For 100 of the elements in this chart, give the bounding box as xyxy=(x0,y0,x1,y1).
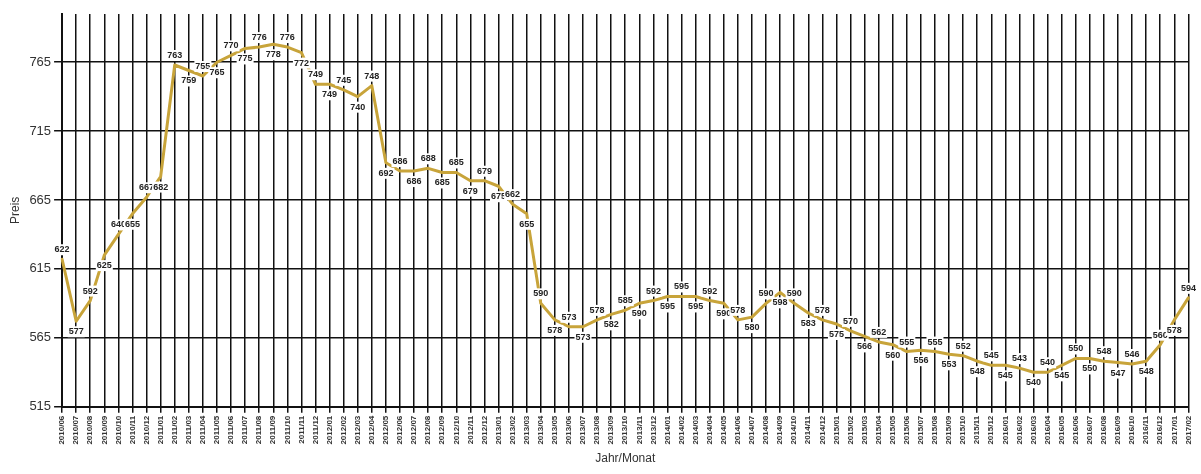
x-tick-label: 2014/01 xyxy=(662,415,672,445)
y-tick-label: 665 xyxy=(29,191,52,207)
data-label: 555 xyxy=(927,336,943,347)
x-tick-label: 2011/10 xyxy=(282,415,292,445)
x-tick-label: 2015/05 xyxy=(887,415,897,445)
x-tick-label: 2013/04 xyxy=(535,415,545,445)
y-tick-label: 765 xyxy=(29,53,52,69)
x-tick-label: 2011/03 xyxy=(184,415,193,445)
data-label: 578 xyxy=(1166,324,1182,335)
data-label: 748 xyxy=(364,70,380,81)
x-tick-label: 2016/06 xyxy=(1070,415,1080,445)
data-label: 560 xyxy=(1152,329,1168,340)
data-label: 685 xyxy=(448,157,464,168)
data-label: 548 xyxy=(1138,366,1154,377)
x-tick-label: 2016/07 xyxy=(1085,415,1095,445)
data-label: 546 xyxy=(1124,348,1140,359)
y-tick-label: 715 xyxy=(29,122,52,138)
data-label: 562 xyxy=(871,326,887,337)
data-label: 592 xyxy=(82,285,98,296)
data-label: 550 xyxy=(1082,363,1098,374)
x-tick-label: 2013/09 xyxy=(606,415,616,445)
x-tick-label: 2015/06 xyxy=(902,415,912,445)
data-label: 555 xyxy=(899,336,915,347)
x-tick-label: 2016/05 xyxy=(1056,415,1066,445)
data-label: 594 xyxy=(1180,282,1196,293)
data-label: 590 xyxy=(631,308,647,319)
x-tick-label: 2011/07 xyxy=(240,415,250,445)
x-tick-label: 2012/04 xyxy=(367,415,377,445)
data-label: 547 xyxy=(1110,367,1126,378)
x-tick-label: 2011/11 xyxy=(296,415,306,444)
y-tick-label: 515 xyxy=(29,398,52,414)
data-label: 556 xyxy=(913,355,929,366)
x-tick-label: 2011/08 xyxy=(254,415,264,445)
y-tick-label: 565 xyxy=(29,329,52,345)
data-label: 570 xyxy=(842,315,859,326)
x-tick-label: 2015/03 xyxy=(859,415,869,445)
x-tick-label: 2015/08 xyxy=(930,415,940,445)
data-label: 578 xyxy=(589,304,605,315)
data-label: 548 xyxy=(1096,346,1112,357)
data-label: 688 xyxy=(420,153,436,164)
data-label: 595 xyxy=(659,301,675,312)
x-tick-label: 2015/07 xyxy=(916,415,926,445)
data-label: 583 xyxy=(800,317,816,328)
x-tick-label: 2012/09 xyxy=(437,415,447,445)
x-tick-label: 2013/12 xyxy=(648,415,658,445)
x-tick-label: 2013/03 xyxy=(521,415,531,445)
x-tick-label: 2011/05 xyxy=(212,415,222,445)
x-tick-label: 2010/12 xyxy=(141,415,151,445)
data-label: 548 xyxy=(969,366,985,377)
x-tick-label: 2012/03 xyxy=(352,415,362,445)
x-tick-label: 2015/10 xyxy=(958,415,968,445)
x-tick-label: 2014/12 xyxy=(817,415,827,445)
x-tick-label: 2014/03 xyxy=(690,415,700,445)
data-label: 580 xyxy=(744,322,760,333)
data-label: 598 xyxy=(772,297,788,308)
x-tick-label: 2013/05 xyxy=(550,415,560,445)
data-label: 540 xyxy=(1040,357,1056,368)
x-tick-label: 2015/02 xyxy=(845,415,855,445)
data-label: 573 xyxy=(575,331,591,342)
data-label: 749 xyxy=(307,69,324,80)
data-label: 740 xyxy=(350,101,366,112)
data-label: 575 xyxy=(828,329,844,339)
data-label: 778 xyxy=(265,49,281,60)
data-label: 552 xyxy=(955,340,971,351)
data-label: 573 xyxy=(561,311,577,322)
data-label: 685 xyxy=(434,177,450,188)
x-tick-label: 2015/09 xyxy=(944,415,954,445)
x-tick-label: 2014/08 xyxy=(761,415,771,445)
data-label: 682 xyxy=(153,181,169,192)
data-label: 590 xyxy=(758,288,774,299)
x-tick-label: 2016/02 xyxy=(1014,415,1024,445)
data-label: 592 xyxy=(702,285,718,296)
x-tick-label: 2015/01 xyxy=(831,415,841,445)
data-label: 686 xyxy=(392,156,408,167)
data-label: 622 xyxy=(54,244,70,255)
data-label: 625 xyxy=(96,260,112,271)
x-tick-label: 2016/09 xyxy=(1113,415,1123,445)
x-tick-label: 2011/09 xyxy=(268,415,278,445)
x-tick-label: 2013/07 xyxy=(578,415,588,445)
x-tick-label: 2012/10 xyxy=(451,415,461,445)
x-tick-label: 2013/01 xyxy=(493,415,503,445)
x-tick-label: 2013/10 xyxy=(620,415,630,445)
data-label: 550 xyxy=(1068,343,1084,354)
x-tick-label: 2012/05 xyxy=(381,415,391,445)
data-label: 776 xyxy=(279,32,295,43)
x-tick-label: 2013/11 xyxy=(634,415,644,445)
data-label: 560 xyxy=(885,349,901,360)
x-tick-label: 2010/10 xyxy=(113,415,123,445)
x-tick-label: 2014/09 xyxy=(775,415,785,445)
data-label: 577 xyxy=(68,326,84,337)
x-tick-label: 2011/02 xyxy=(169,415,179,445)
x-tick-label: 2016/04 xyxy=(1042,415,1052,445)
data-label: 686 xyxy=(406,176,422,187)
data-label: 578 xyxy=(814,304,830,315)
x-tick-label: 2015/12 xyxy=(986,415,996,445)
x-tick-label: 2010/08 xyxy=(85,415,95,445)
x-tick-label: 2016/10 xyxy=(1127,415,1137,445)
x-tick-label: 2011/04 xyxy=(198,415,208,445)
data-label: 662 xyxy=(505,189,521,200)
x-tick-label: 2016/03 xyxy=(1028,415,1038,445)
